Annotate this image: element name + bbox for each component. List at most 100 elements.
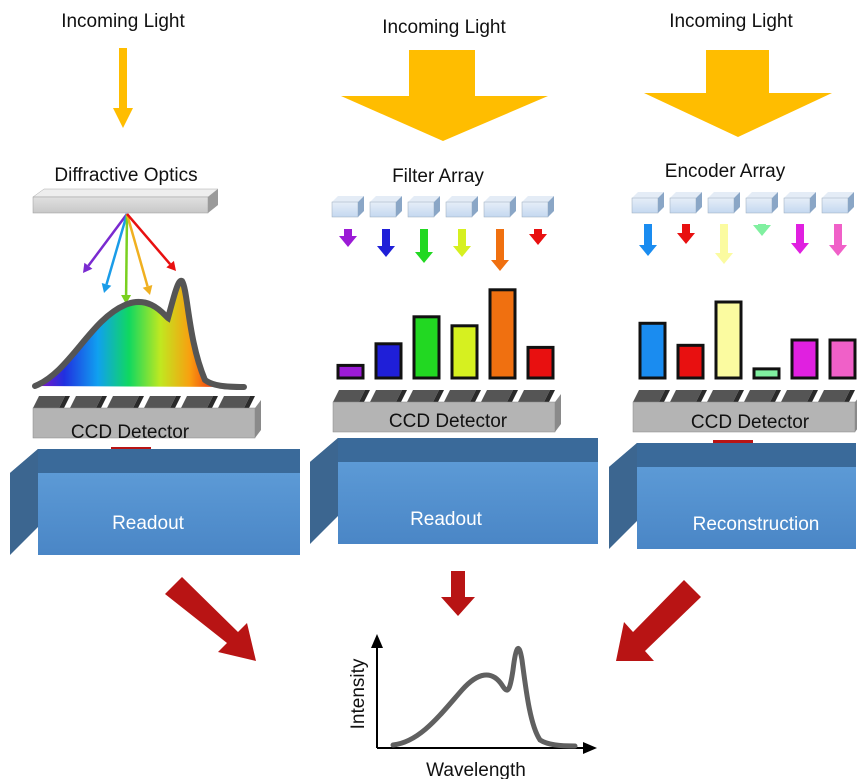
- ccd-pixel: [444, 390, 476, 402]
- color-arrow-shaft: [344, 229, 352, 237]
- color-arrow-shaft: [496, 229, 504, 261]
- ccd-pixel-side: [659, 390, 670, 402]
- ray-arrowhead: [121, 294, 132, 304]
- ccd-pixel: [818, 390, 850, 402]
- color-arrow-head: [753, 225, 771, 236]
- reconstruction-label: Reconstruction: [693, 514, 820, 535]
- diffracted-ray: [124, 213, 129, 296]
- block-front: [338, 462, 598, 544]
- array-cell-side: [434, 196, 440, 217]
- ccd-pixel: [33, 396, 65, 408]
- ccd-pixel: [333, 390, 365, 402]
- ccd-pixel: [107, 396, 139, 408]
- diffractive-optics-plate: [32, 188, 219, 214]
- ccd-pixel-side: [470, 390, 481, 402]
- encoder-array-cells: [631, 192, 854, 214]
- array-cell-top: [746, 192, 778, 198]
- ccd-pixel: [481, 390, 513, 402]
- intensity-bar: [526, 345, 555, 380]
- ray-arrowhead: [142, 284, 153, 295]
- ccd-pixel: [670, 390, 702, 402]
- encoder-array-label: Encoder Array: [665, 161, 786, 182]
- ccd-pixel-side: [507, 390, 518, 402]
- ccd-pixel-side: [544, 390, 555, 402]
- color-arrow-shaft: [720, 224, 728, 254]
- array-cell-side: [734, 192, 740, 213]
- array-cell-top: [370, 196, 402, 202]
- intensity-bar: [412, 315, 441, 380]
- ccd-pixel: [407, 390, 439, 402]
- readout-block-2: [310, 438, 598, 544]
- array-cell-side: [696, 192, 702, 213]
- incoming-light-label-2: Incoming Light: [382, 17, 506, 38]
- array-cell-top: [484, 196, 516, 202]
- incoming-light-arrow-3: [644, 50, 832, 137]
- encoder-bars: [638, 300, 857, 380]
- color-arrow-shaft: [644, 224, 652, 246]
- ray-arrowhead: [166, 260, 176, 271]
- array-cell: [407, 201, 435, 218]
- array-cell: [521, 201, 549, 218]
- ccd-pixel-side: [170, 396, 181, 408]
- ccd-pixel: [370, 390, 402, 402]
- intensity-bar: [374, 342, 403, 380]
- ccd-pixel-side: [433, 390, 444, 402]
- intensity-bar: [714, 300, 743, 380]
- array-cell-side: [396, 196, 402, 217]
- reconstruction-block: [609, 443, 856, 549]
- array-cell-top: [822, 192, 854, 198]
- array-cell-top: [522, 196, 554, 202]
- ccd-pixel: [633, 390, 665, 402]
- column-filter: Incoming Light Filter Array CCD Detector…: [310, 17, 598, 616]
- filter-array-label: Filter Array: [392, 166, 484, 187]
- intensity-bar: [638, 321, 667, 380]
- array-cell-top: [632, 192, 664, 198]
- ccd-detector-3: [632, 390, 857, 433]
- ccd-pixel-side: [696, 390, 707, 402]
- block-side: [310, 438, 338, 544]
- ccd-pixel-side: [244, 396, 255, 408]
- color-arrow-shaft: [796, 224, 804, 244]
- wavelength-axis-label: Wavelength: [426, 760, 526, 779]
- block-top: [10, 449, 300, 473]
- intensity-bar: [336, 363, 365, 380]
- incoming-light-arrow-1: [113, 48, 133, 128]
- intensity-bar: [790, 338, 819, 380]
- array-cell: [707, 197, 735, 214]
- incoming-light-label-3: Incoming Light: [669, 11, 793, 32]
- intensity-bar: [488, 288, 517, 380]
- array-cell-side: [548, 196, 554, 217]
- block-side: [609, 443, 637, 549]
- output-spectrum-plot: Intensity Wavelength: [348, 634, 597, 779]
- array-cell-top: [708, 192, 740, 198]
- array-cell-top: [408, 196, 440, 202]
- ccd-pixel-side: [359, 390, 370, 402]
- diffractive-optics-label: Diffractive Optics: [54, 165, 197, 186]
- color-arrow-head: [415, 252, 433, 263]
- block-front: [637, 467, 856, 549]
- spectrum-curve: [32, 277, 247, 390]
- diffracted-ray: [126, 213, 172, 265]
- array-cell: [821, 197, 849, 214]
- diagonal-arrow-left: [165, 577, 256, 661]
- color-arrow-head: [529, 234, 547, 245]
- incoming-light-arrow-2: [341, 50, 548, 141]
- array-cell-side: [772, 192, 778, 213]
- ccd-pixel: [744, 390, 776, 402]
- ccd-body: [32, 407, 256, 439]
- array-cell: [483, 201, 511, 218]
- color-arrow-shaft: [534, 229, 542, 235]
- color-arrow-head: [677, 233, 695, 244]
- array-cell-side: [510, 196, 516, 217]
- array-cell-side: [848, 192, 854, 213]
- ray-arrowhead: [83, 262, 93, 273]
- ccd-pixel: [707, 390, 739, 402]
- color-arrow-shaft: [834, 224, 842, 246]
- color-arrow-shaft: [382, 229, 390, 247]
- ray-arrowhead: [101, 282, 112, 293]
- ccd-pixel-side: [207, 396, 218, 408]
- block-side: [10, 449, 38, 555]
- block-top: [609, 443, 856, 467]
- intensity-bar: [752, 367, 781, 380]
